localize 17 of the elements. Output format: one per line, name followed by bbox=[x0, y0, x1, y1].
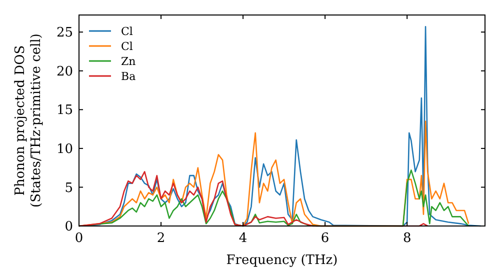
x-tick-label: 0 bbox=[74, 231, 84, 246]
y-tick-label: 20 bbox=[56, 64, 73, 80]
y-tick-label: 25 bbox=[56, 26, 73, 41]
y-tick-label: 5 bbox=[64, 180, 73, 196]
legend-label: Zn bbox=[121, 54, 136, 68]
y-axis-title: Phonon projected DOS (States/THz·primitive cell) bbox=[13, 33, 44, 208]
legend-label: Cl bbox=[121, 24, 134, 38]
y-tick-label: 15 bbox=[56, 103, 73, 118]
legend-label: Cl bbox=[121, 40, 134, 53]
y-tick-label: 10 bbox=[56, 142, 73, 157]
x-tick-label: 2 bbox=[156, 231, 166, 246]
x-axis-title: Frequency (THz) bbox=[226, 253, 338, 268]
legend-label: Ba bbox=[121, 70, 136, 83]
x-tick-label: 6 bbox=[320, 231, 330, 246]
y-tick-label: 0 bbox=[64, 220, 73, 235]
x-tick-label: 4 bbox=[238, 231, 248, 246]
x-tick-label: 8 bbox=[402, 231, 412, 246]
